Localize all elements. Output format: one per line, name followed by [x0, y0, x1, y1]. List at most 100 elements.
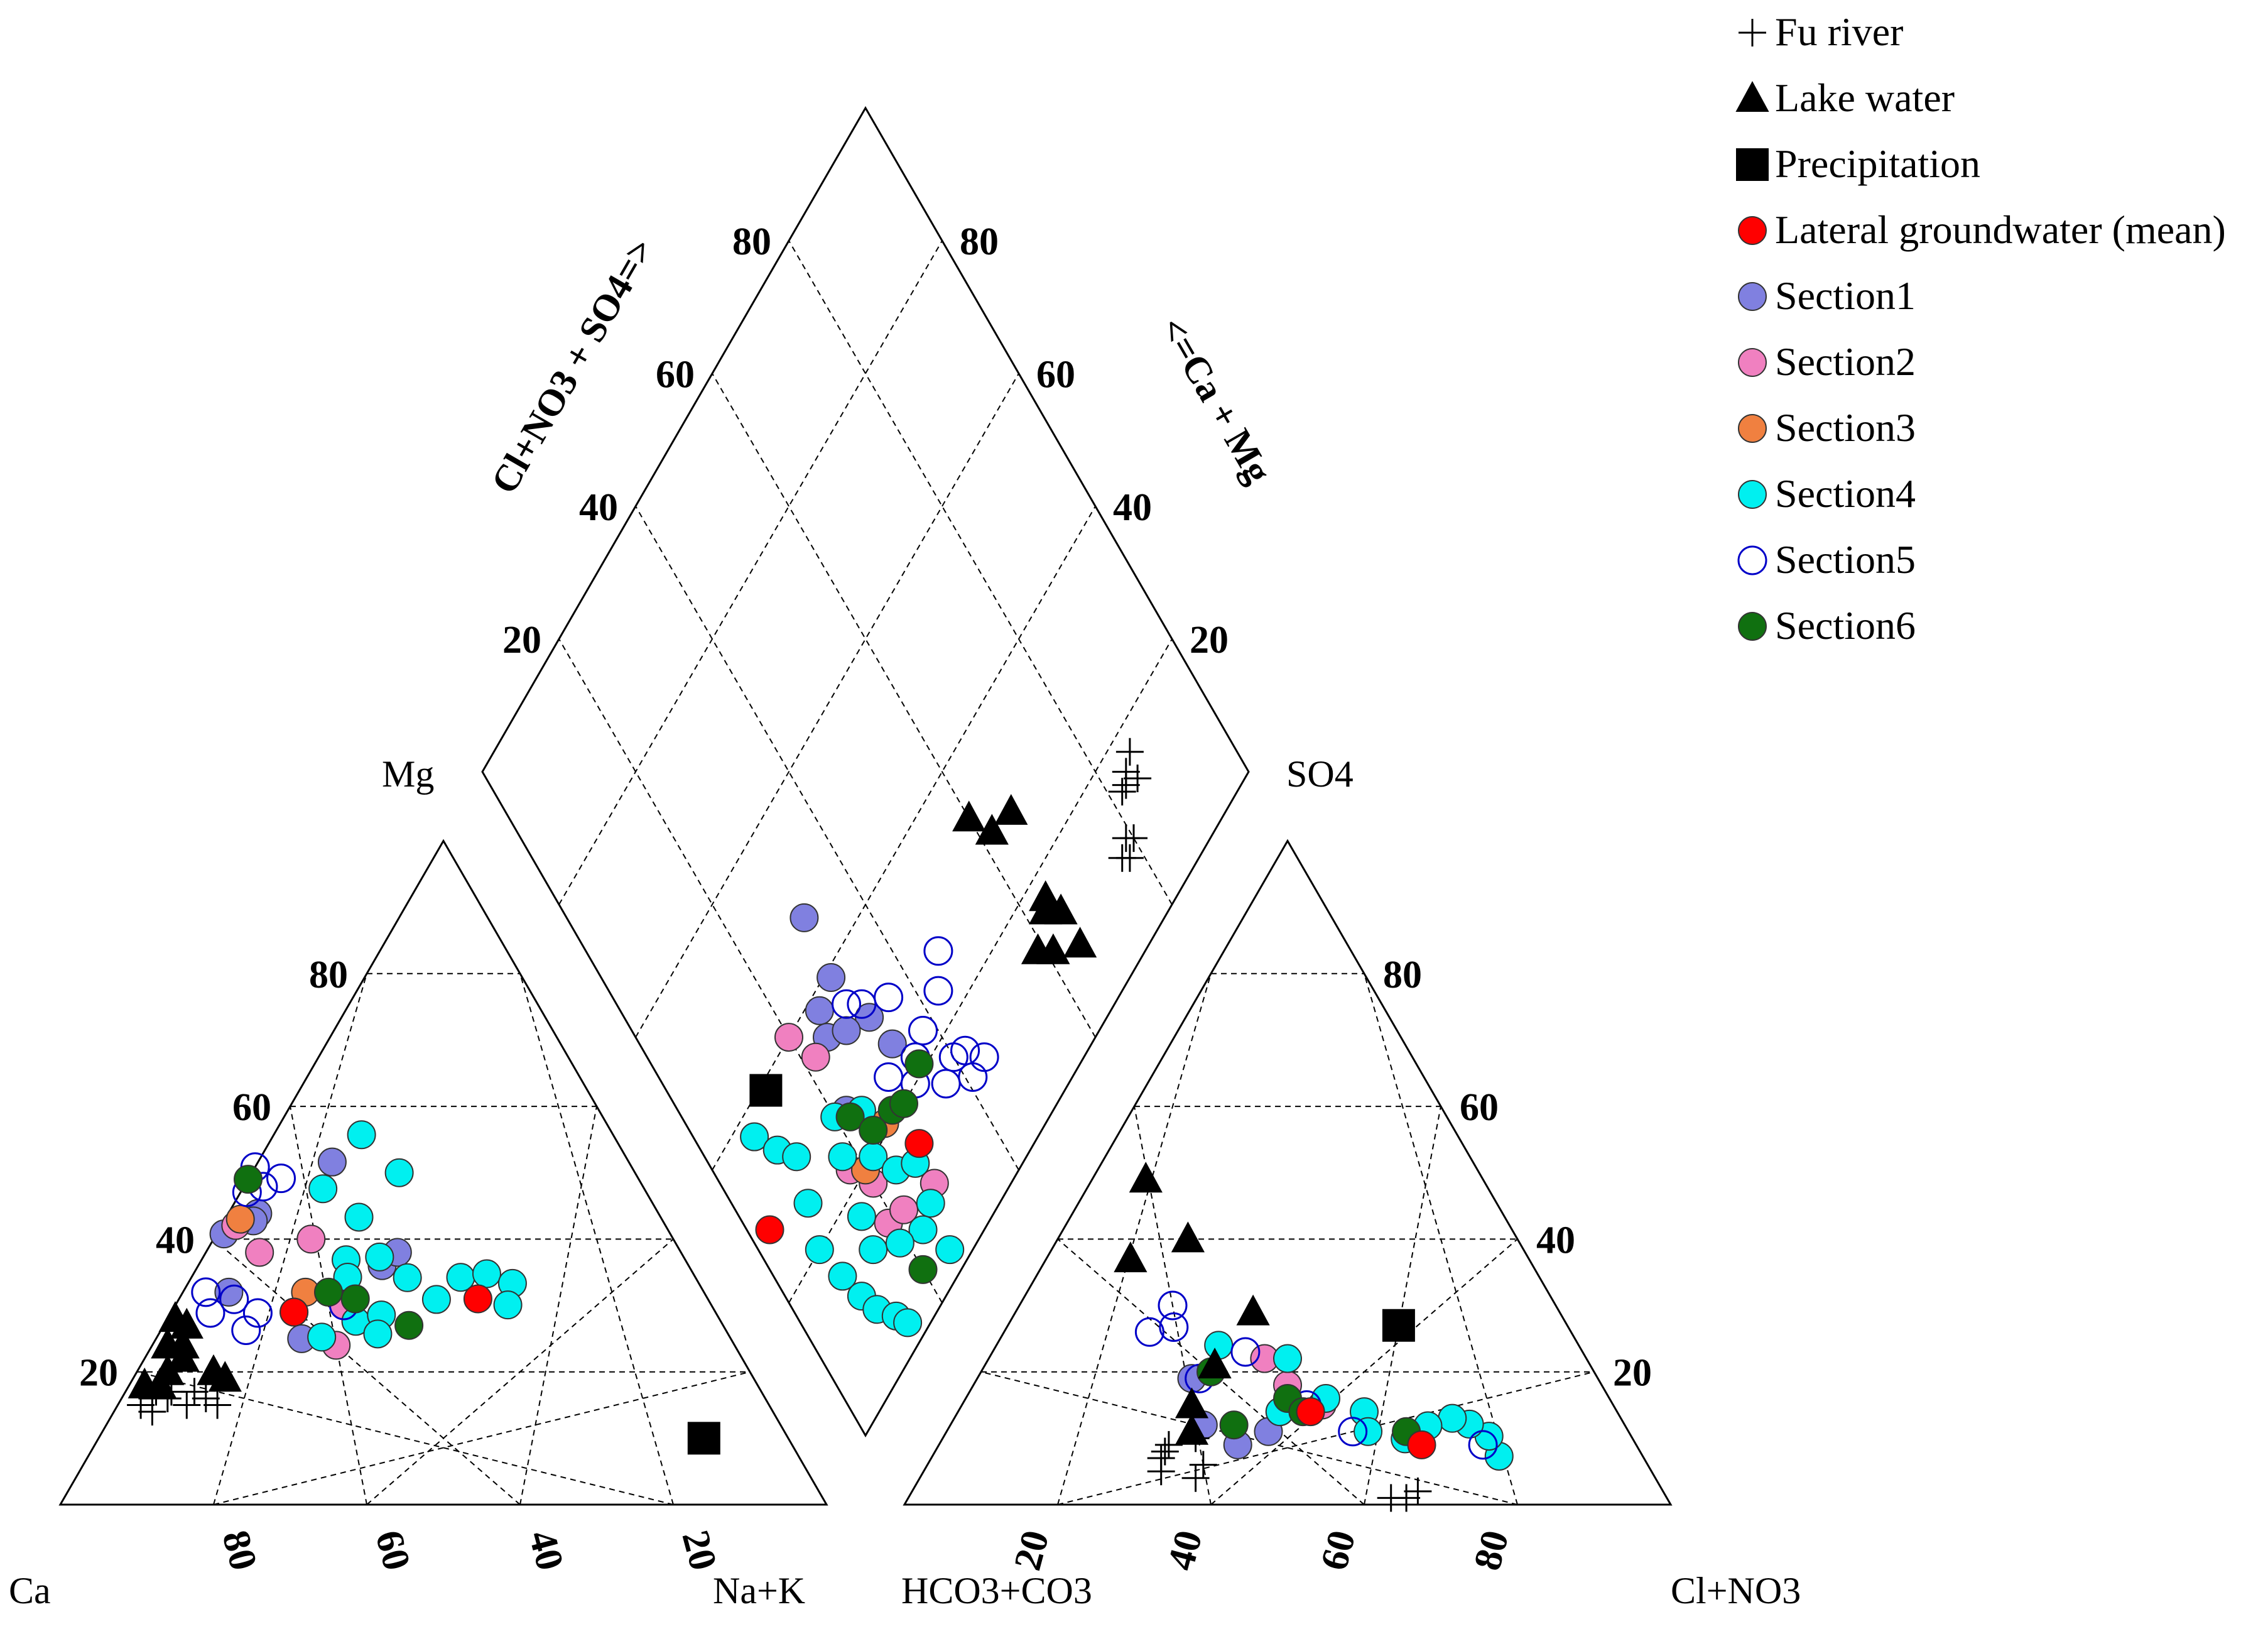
fu-river-anion-point [1181, 1464, 1210, 1492]
section4-diamond-point [782, 1142, 811, 1172]
fu-river-cation-point [203, 1391, 232, 1419]
diamond-field [481, 106, 1250, 1438]
section4-diamond-point [916, 1189, 945, 1218]
section4-cation-point [344, 1202, 374, 1232]
cation-left-tick-label: 80 [309, 954, 348, 996]
lateral-groundwater-mean-anion-point [1296, 1397, 1325, 1427]
legend-item: Lake water [1735, 75, 1955, 120]
lake-water-diamond-point [952, 800, 986, 832]
diamond-right-tick-label: 40 [1113, 486, 1152, 529]
section5-cation-point [195, 1298, 225, 1328]
grid-line [558, 240, 943, 905]
legend-marker [1739, 19, 1766, 46]
grid-line [712, 506, 1096, 1170]
section4-anion-point [1354, 1417, 1383, 1446]
anion-right-tick-label: 40 [1536, 1219, 1575, 1261]
section5-anion-point [1158, 1290, 1188, 1321]
anion-corner-top: SO4 [1286, 753, 1354, 795]
anion-bottom-tick-label: 20 [1006, 1526, 1058, 1574]
grid-line [213, 1238, 521, 1505]
legend-label: Section2 [1775, 339, 1916, 384]
legend-item: Lateral groundwater (mean) [1738, 207, 2226, 252]
section4-diamond-point [859, 1235, 888, 1265]
legend-marker [1738, 414, 1767, 443]
section2-cation-point [296, 1224, 326, 1254]
legend-item: Section4 [1738, 471, 1916, 516]
section1-diamond-point [817, 962, 846, 992]
anion-right-tick-label: 20 [1613, 1352, 1652, 1395]
grid-line [635, 506, 1019, 1170]
legend-label: Section5 [1775, 537, 1916, 582]
anion-bottom-tick-label: 80 [1466, 1526, 1517, 1574]
section4-diamond-point [908, 1215, 938, 1245]
legend-item: Section2 [1738, 339, 1916, 384]
grid-line [519, 973, 674, 1505]
legend: Fu river Lake water Precipitation Lateral g… [1735, 9, 2226, 648]
grid-line [788, 240, 1173, 905]
legend-label: Section3 [1775, 405, 1916, 450]
section5-diamond-point [950, 1035, 980, 1065]
diamond-right-axis-title: <=Ca + Mg [1152, 310, 1279, 490]
section1-diamond-point [832, 1016, 861, 1045]
grid-line [1364, 973, 1518, 1505]
section4-cation-point [307, 1322, 337, 1352]
section4-diamond-point [740, 1122, 769, 1152]
section4-cation-point [363, 1319, 393, 1349]
fu-river-diamond-point [1115, 738, 1144, 766]
section5-diamond-point [958, 1062, 988, 1092]
legend-marker [1738, 480, 1767, 509]
section5-anion-point [1468, 1430, 1498, 1460]
grid-line [213, 1371, 751, 1505]
section4-anion-point [1273, 1344, 1302, 1373]
fu-river-cation-point [138, 1398, 166, 1426]
section5-anion-point [1159, 1312, 1189, 1343]
grid-line [519, 1106, 597, 1505]
legend-marker [1738, 282, 1767, 311]
legend-label: Section4 [1775, 471, 1916, 516]
grid-line [1057, 973, 1212, 1505]
section4-diamond-point [935, 1235, 965, 1265]
grid-line [1134, 1106, 1212, 1505]
anion-corner-left: HCO3+CO3 [901, 1570, 1092, 1611]
legend-item: Section6 [1738, 603, 1916, 648]
section1-diamond-point [877, 1029, 907, 1059]
grid-line [635, 373, 1019, 1038]
fu-river-diamond-point [1108, 778, 1136, 806]
section4-diamond-point [793, 1189, 823, 1218]
fu-river-anion-point [1154, 1430, 1183, 1459]
cation-left-tick-label: 40 [156, 1219, 195, 1261]
diamond-left-tick-label: 20 [502, 619, 541, 662]
cation-bottom-tick-label: 40 [520, 1526, 572, 1574]
section6-anion-point [1219, 1410, 1249, 1440]
section4-anion-point [1438, 1403, 1467, 1433]
section6-diamond-point [835, 1102, 865, 1131]
grid-line [558, 638, 943, 1304]
legend-marker [1736, 148, 1769, 181]
lake-water-diamond-point [1021, 933, 1055, 964]
lateral-groundwater-mean-cation-point [279, 1297, 309, 1327]
section4-cation-point [393, 1263, 422, 1292]
precipitation-cation-point [687, 1422, 720, 1455]
section1-diamond-point [789, 903, 819, 932]
section6-diamond-point [908, 1255, 938, 1284]
grid-line [1057, 1371, 1595, 1505]
legend-item: Fu river [1739, 9, 1903, 54]
lake-water-cation-point [208, 1361, 242, 1392]
section4-diamond-point [828, 1261, 857, 1291]
lake-water-diamond-point [1029, 893, 1063, 925]
lake-water-anion-point [1175, 1414, 1209, 1445]
section5-diamond-point [969, 1042, 999, 1072]
section6-cation-point [234, 1165, 263, 1194]
lake-water-anion-point [1114, 1241, 1148, 1273]
diamond-right-tick-label: 80 [960, 221, 999, 263]
fu-river-cation-point [173, 1391, 201, 1419]
section1-diamond-point [805, 996, 834, 1025]
fu-river-cation-point [192, 1384, 220, 1412]
section4-cation-point [472, 1259, 501, 1288]
section2-cation-point [245, 1238, 274, 1267]
legend-label: Lake water [1775, 75, 1955, 120]
diamond-grid [558, 240, 1173, 1304]
cation-bottom-tick-label: 60 [367, 1526, 418, 1574]
anion-corner-right: Cl+NO3 [1671, 1570, 1801, 1611]
cation-corner-left: Ca [9, 1570, 51, 1611]
